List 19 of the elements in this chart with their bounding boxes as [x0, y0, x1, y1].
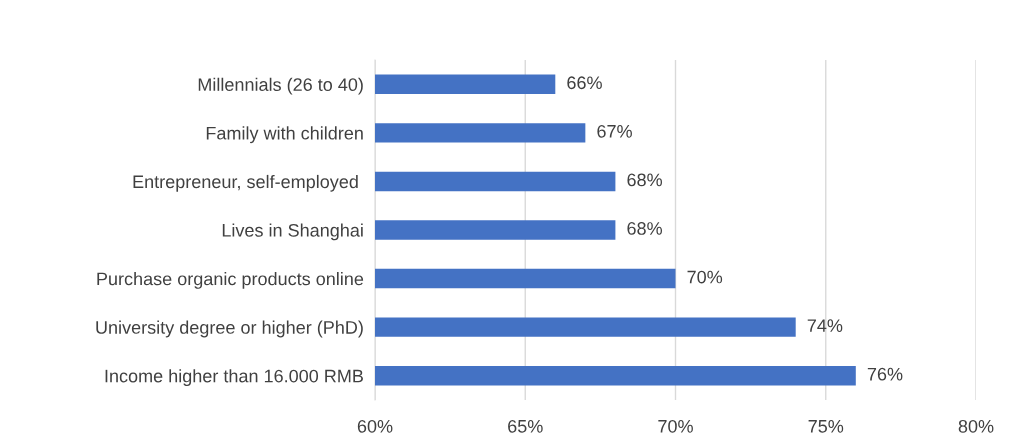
data-label: 67%	[597, 124, 632, 138]
x-tick-label: 80%	[958, 419, 994, 433]
x-tick-label: 65%	[508, 419, 543, 433]
y-tick-label: Entrepreneur, self-employed	[133, 174, 358, 192]
y-tick-label: Income higher than 16.000 RMB	[105, 369, 363, 386]
y-tick-label: University degree or higher (PhD)	[96, 320, 363, 338]
x-tick-label: 70%	[658, 419, 693, 433]
y-tick-label: Family with children	[206, 126, 363, 144]
y-tick-label: Purchase organic products online	[97, 272, 364, 289]
data-label: 68%	[627, 222, 663, 235]
x-tick-label: 75%	[808, 420, 844, 433]
x-tick-label: 60%	[357, 419, 393, 433]
data-label: 76%	[867, 367, 903, 381]
y-tick-label: Lives in Shanghai	[222, 223, 363, 241]
data-label: 74%	[807, 319, 843, 332]
data-label: 66%	[567, 76, 602, 90]
y-tick-label: Millennials (26 to 40)	[198, 77, 363, 95]
data-label: 70%	[687, 270, 723, 284]
data-label: 68%	[627, 173, 663, 187]
